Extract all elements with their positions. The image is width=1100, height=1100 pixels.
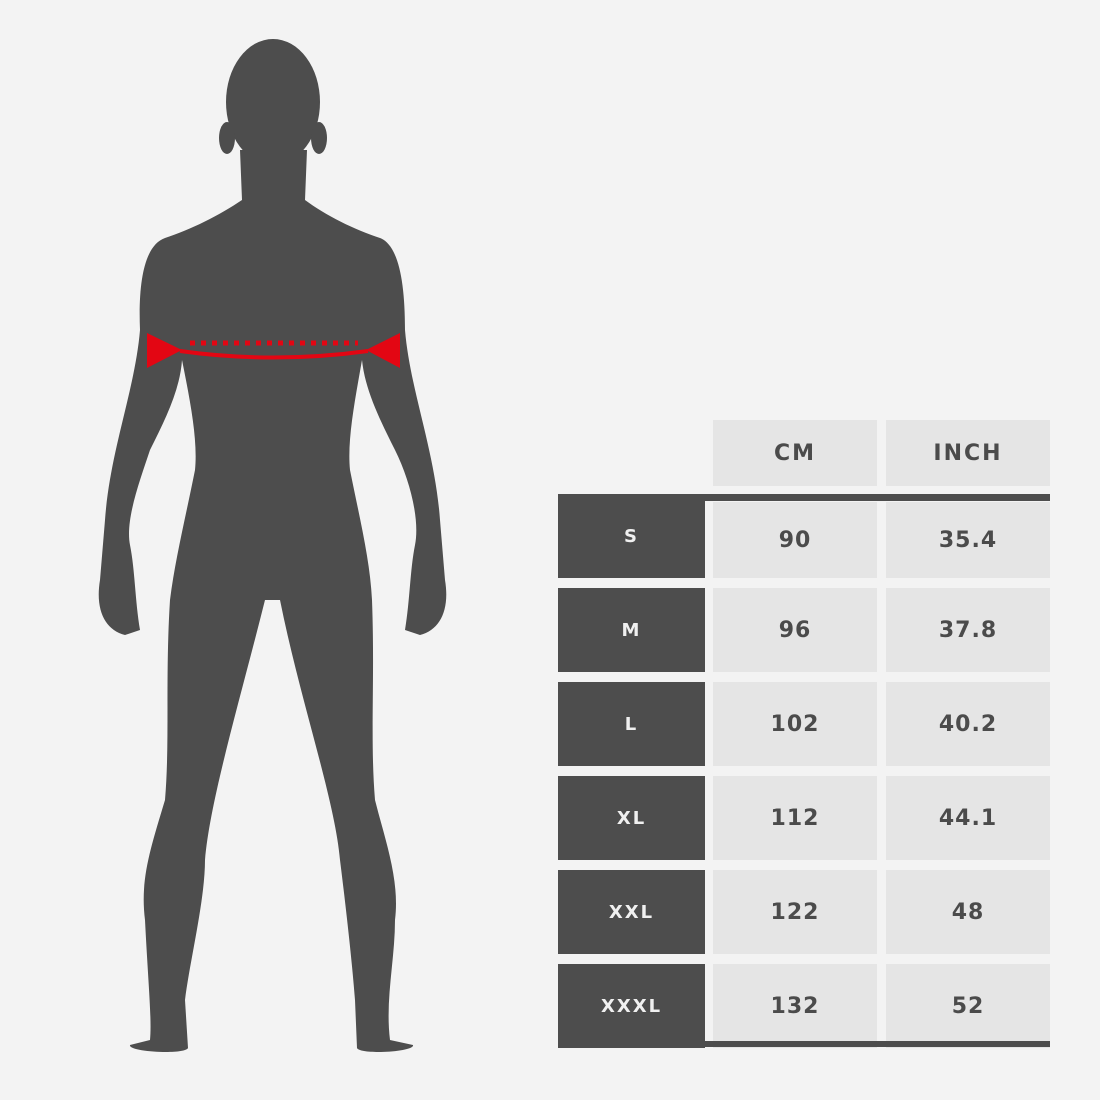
header-inch: INCH xyxy=(886,420,1050,486)
arrow-right-icon xyxy=(366,333,400,368)
size-label: XL xyxy=(558,776,705,860)
arrow-left-icon xyxy=(147,333,182,368)
head xyxy=(226,39,320,165)
size-label: S xyxy=(558,494,705,578)
torso-and-limbs xyxy=(98,150,447,1052)
inch-value: 52 xyxy=(886,964,1050,1048)
cm-value: 90 xyxy=(713,502,877,578)
inch-value: 44.1 xyxy=(886,776,1050,860)
cm-value: 132 xyxy=(713,964,877,1048)
header-cm: CM xyxy=(713,420,877,486)
cm-value: 112 xyxy=(713,776,877,860)
right-ear xyxy=(311,122,327,154)
size-label: XXXL xyxy=(558,964,705,1048)
measure-line xyxy=(179,349,369,360)
size-label: XXL xyxy=(558,870,705,954)
cm-value: 102 xyxy=(713,682,877,766)
cm-value: 122 xyxy=(713,870,877,954)
header-divider xyxy=(705,494,1050,501)
size-label: L xyxy=(558,682,705,766)
size-label: M xyxy=(558,588,705,672)
inch-value: 37.8 xyxy=(886,588,1050,672)
chest-measure-arrow xyxy=(147,333,400,368)
cm-value: 96 xyxy=(713,588,877,672)
table-bottom-line xyxy=(705,1041,1050,1047)
inch-value: 40.2 xyxy=(886,682,1050,766)
inch-value: 35.4 xyxy=(886,502,1050,578)
left-ear xyxy=(219,122,235,154)
inch-value: 48 xyxy=(886,870,1050,954)
